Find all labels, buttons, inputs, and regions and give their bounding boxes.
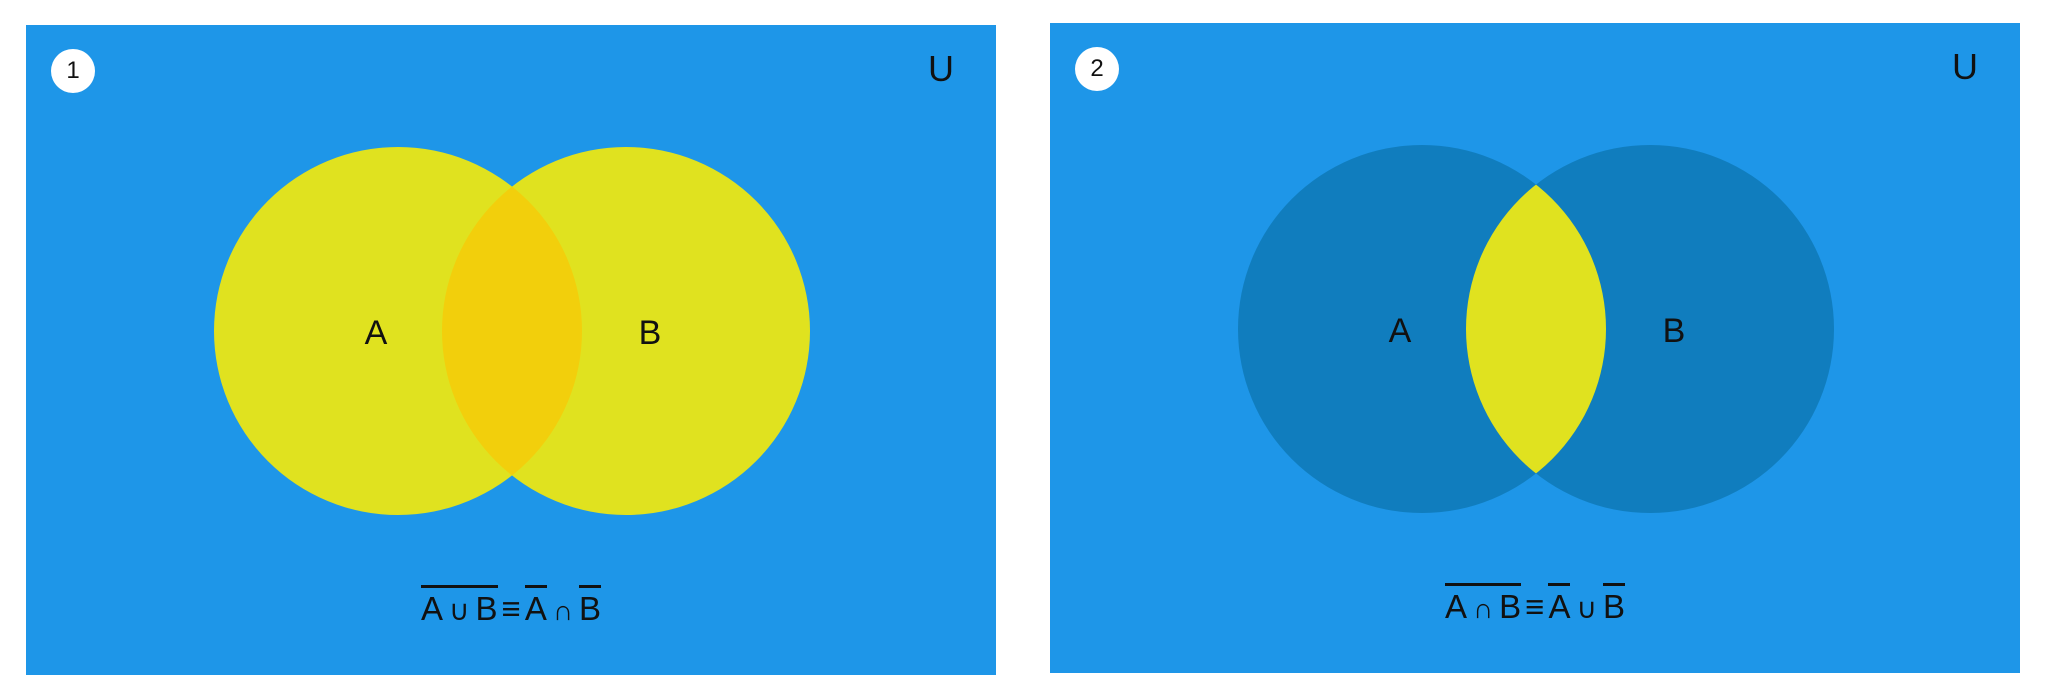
set-a-label: A bbox=[365, 314, 388, 352]
venn-panel-1: 1 U A B A ∪ B ≡ A ∩ B bbox=[26, 25, 996, 675]
panel-number-badge: 1 bbox=[51, 49, 95, 93]
venn-panel-2: 2 U A B A ∩ B ≡ A ∪ B bbox=[1050, 23, 2020, 673]
intersection-region bbox=[1466, 145, 1606, 513]
complement-of-intersection: A ∩ B bbox=[1445, 583, 1522, 625]
union-symbol: ∪ bbox=[449, 595, 470, 626]
set-a-label: A bbox=[1389, 312, 1412, 350]
venn-diagram: A B bbox=[1238, 145, 1834, 513]
de-morgan-formula: A ∪ B ≡ A ∩ B bbox=[26, 585, 996, 625]
de-morgan-formula: A ∩ B ≡ A ∪ B bbox=[1050, 583, 2020, 623]
intersection-region bbox=[442, 147, 582, 515]
formula-term-b: B bbox=[475, 590, 498, 627]
set-b-label: B bbox=[1663, 312, 1686, 350]
universe-label: U bbox=[928, 48, 954, 89]
complement-b: B bbox=[1602, 583, 1625, 623]
intersection-symbol: ∩ bbox=[552, 595, 573, 626]
formula-term-a: A bbox=[421, 590, 444, 627]
panel-number-badge: 2 bbox=[1075, 47, 1119, 91]
universe-label: U bbox=[1952, 46, 1978, 87]
equivalence-symbol: ≡ bbox=[1525, 588, 1545, 625]
complement-of-union: A ∪ B bbox=[421, 585, 498, 625]
set-b-label: B bbox=[639, 314, 662, 352]
formula-term-a: A bbox=[1445, 588, 1468, 625]
complement-a: A bbox=[524, 585, 547, 625]
union-symbol: ∪ bbox=[1576, 593, 1597, 624]
equivalence-symbol: ≡ bbox=[501, 590, 521, 627]
complement-b: B bbox=[578, 585, 601, 625]
formula-term-b: B bbox=[1499, 588, 1522, 625]
venn-diagram: A B bbox=[214, 147, 810, 515]
intersection-symbol: ∩ bbox=[1473, 593, 1494, 624]
complement-a: A bbox=[1548, 583, 1571, 623]
